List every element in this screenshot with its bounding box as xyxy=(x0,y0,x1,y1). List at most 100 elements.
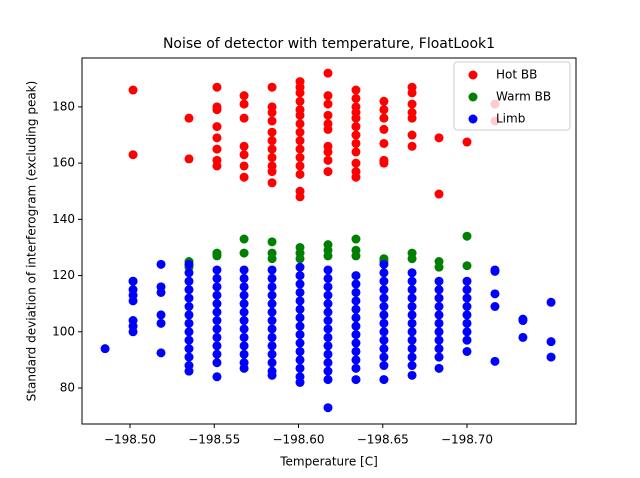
point xyxy=(184,113,194,123)
point xyxy=(212,105,222,115)
point xyxy=(184,154,194,164)
point xyxy=(379,327,389,337)
point xyxy=(546,297,556,307)
point xyxy=(212,290,222,300)
point xyxy=(434,276,444,286)
point xyxy=(239,150,249,160)
point xyxy=(239,91,249,101)
point xyxy=(212,161,222,171)
point xyxy=(267,136,277,146)
point xyxy=(407,113,417,123)
point xyxy=(295,338,305,348)
point xyxy=(212,316,222,326)
point xyxy=(295,271,305,281)
point xyxy=(462,335,472,345)
point xyxy=(184,293,194,303)
point xyxy=(295,192,305,202)
point xyxy=(239,324,249,334)
point xyxy=(379,375,389,385)
point xyxy=(323,110,333,120)
point xyxy=(295,304,305,314)
legend-label: Limb xyxy=(496,112,525,126)
point xyxy=(295,287,305,297)
point xyxy=(323,124,333,134)
x-tick-label: −198.70 xyxy=(441,433,493,447)
point xyxy=(379,318,389,328)
point xyxy=(351,172,361,182)
point xyxy=(351,158,361,168)
point xyxy=(434,293,444,303)
series-2 xyxy=(100,259,556,413)
point xyxy=(490,301,500,311)
point xyxy=(184,327,194,337)
point xyxy=(379,96,389,106)
point xyxy=(100,344,110,354)
point xyxy=(323,155,333,165)
point xyxy=(351,113,361,123)
point xyxy=(239,161,249,171)
point xyxy=(407,130,417,140)
point xyxy=(351,130,361,140)
point xyxy=(323,332,333,342)
point xyxy=(184,285,194,295)
point xyxy=(323,251,333,261)
point xyxy=(267,341,277,351)
point xyxy=(407,370,417,380)
point xyxy=(267,167,277,177)
point xyxy=(295,330,305,340)
point xyxy=(351,271,361,281)
point xyxy=(490,266,500,276)
point xyxy=(295,153,305,163)
point xyxy=(379,138,389,148)
point xyxy=(212,332,222,342)
point xyxy=(184,344,194,354)
point xyxy=(351,375,361,385)
point xyxy=(212,265,222,275)
point xyxy=(462,137,472,147)
legend-label: Warm BB xyxy=(496,90,551,104)
point xyxy=(267,299,277,309)
point xyxy=(407,344,417,354)
y-tick-label: 180 xyxy=(52,99,75,113)
point xyxy=(351,138,361,148)
point xyxy=(295,377,305,387)
point xyxy=(434,327,444,337)
point xyxy=(379,293,389,303)
x-axis-label: Temperature [C] xyxy=(279,455,378,469)
point xyxy=(267,153,277,163)
point xyxy=(323,358,333,368)
point xyxy=(239,349,249,359)
point xyxy=(323,147,333,157)
y-tick-label: 160 xyxy=(52,156,75,170)
point xyxy=(379,301,389,311)
point xyxy=(184,318,194,328)
point xyxy=(379,344,389,354)
point xyxy=(323,366,333,376)
point xyxy=(407,301,417,311)
point xyxy=(323,282,333,292)
point xyxy=(351,304,361,314)
point xyxy=(434,363,444,373)
point xyxy=(267,370,277,380)
x-tick-label: −198.65 xyxy=(357,433,409,447)
point xyxy=(239,341,249,351)
point xyxy=(239,332,249,342)
point xyxy=(239,113,249,123)
point xyxy=(212,273,222,283)
chart-title: Noise of detector with temperature, Floa… xyxy=(163,36,495,52)
point xyxy=(184,335,194,345)
point xyxy=(295,313,305,323)
point xyxy=(212,133,222,143)
point xyxy=(267,127,277,137)
point xyxy=(212,358,222,368)
x-tick-label: −198.60 xyxy=(272,433,324,447)
point xyxy=(434,352,444,362)
point xyxy=(239,282,249,292)
point xyxy=(407,318,417,328)
point xyxy=(407,335,417,345)
point xyxy=(490,289,500,299)
point xyxy=(407,99,417,109)
point xyxy=(351,346,361,356)
point xyxy=(379,276,389,286)
point xyxy=(323,167,333,177)
